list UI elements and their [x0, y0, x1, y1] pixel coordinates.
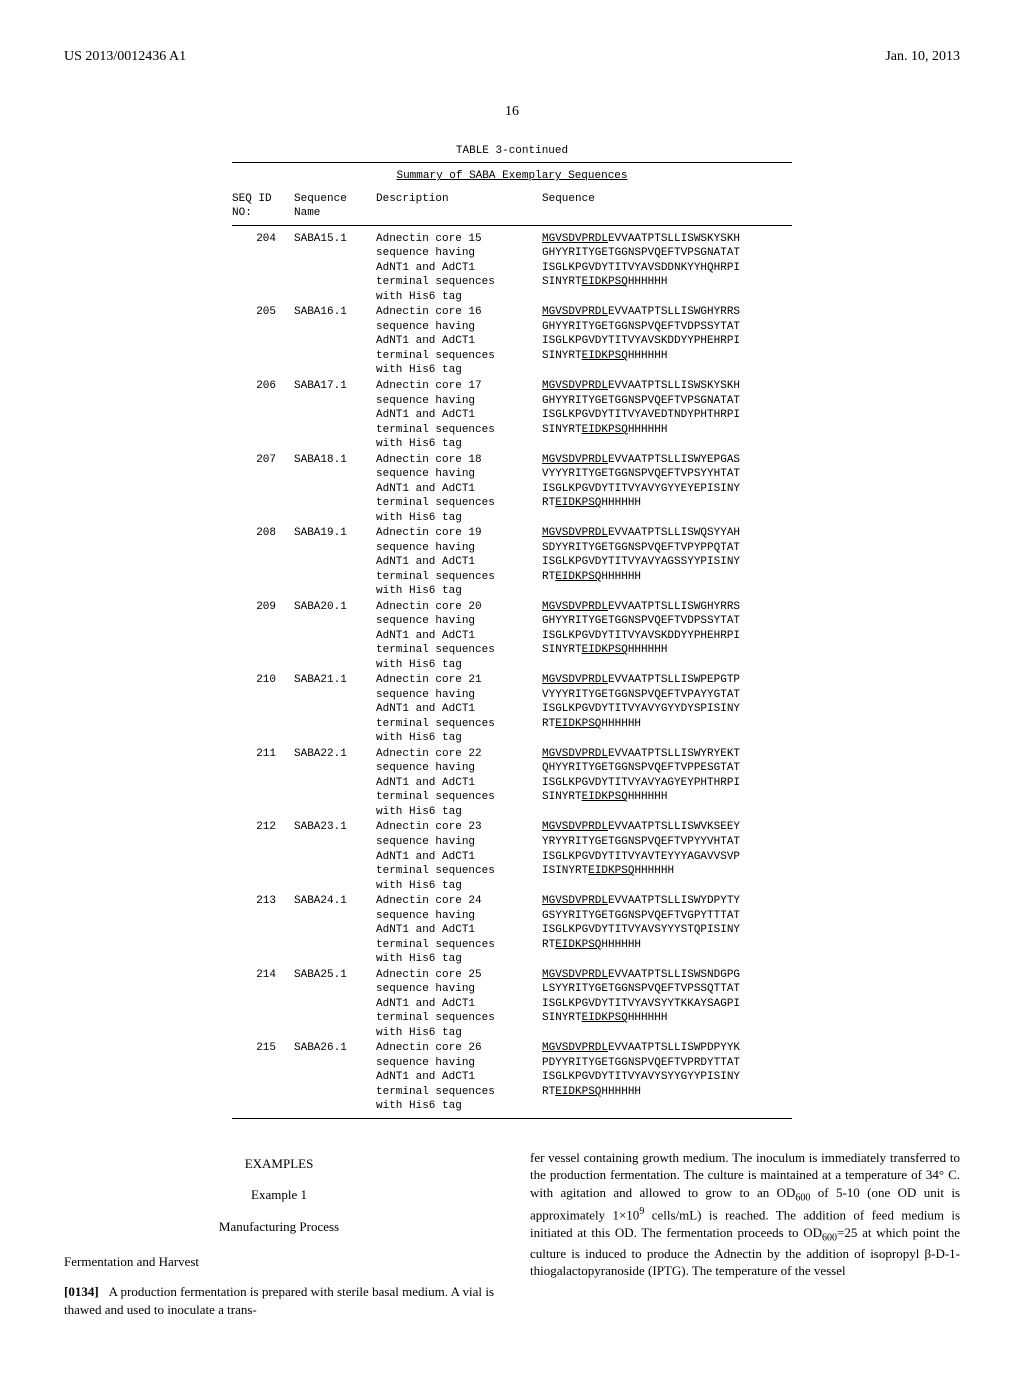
pub-number: US 2013/0012436 A1: [64, 48, 186, 67]
cell-sequence: MGVSDVPRDLEVVAATPTSLLISWSNDGPGLSYYRITYGE…: [542, 968, 792, 1041]
table-row: 207SABA18.1Adnectin core 18sequence havi…: [232, 453, 792, 526]
paragraph-text-right: fer vessel containing growth medium. The…: [530, 1149, 960, 1280]
cell-seq-id: 208: [232, 526, 294, 599]
cell-seq-id: 207: [232, 453, 294, 526]
cell-seq-id: 213: [232, 894, 294, 967]
cell-sequence: MGVSDVPRDLEVVAATPTSLLISWYDPYTYGSYYRITYGE…: [542, 894, 792, 967]
cell-sequence: MGVSDVPRDLEVVAATPTSLLISWVKSEEYYRYYRITYGE…: [542, 820, 792, 893]
paragraph-text-left: A production fermentation is prepared wi…: [64, 1284, 494, 1317]
cell-description: Adnectin core 19sequence havingAdNT1 and…: [376, 526, 542, 599]
header-seq-id: SEQ IDNO:: [232, 192, 294, 221]
cell-sequence: MGVSDVPRDLEVVAATPTSLLISWYEPGASVYYYRITYGE…: [542, 453, 792, 526]
cell-seq-id: 215: [232, 1041, 294, 1114]
right-column: fer vessel containing growth medium. The…: [530, 1149, 960, 1318]
cell-description: Adnectin core 18sequence havingAdNT1 and…: [376, 453, 542, 526]
cell-description: Adnectin core 20sequence havingAdNT1 and…: [376, 600, 542, 673]
table-column-headers: SEQ IDNO: SequenceName Description Seque…: [232, 192, 792, 221]
cell-sequence-name: SABA23.1: [294, 820, 376, 893]
cell-sequence-name: SABA24.1: [294, 894, 376, 967]
cell-seq-id: 211: [232, 747, 294, 820]
cell-sequence-name: SABA18.1: [294, 453, 376, 526]
table-rule-bottom: [232, 1118, 792, 1119]
cell-sequence: MGVSDVPRDLEVVAATPTSLLISWGHYRRSGHYYRITYGE…: [542, 600, 792, 673]
cell-sequence: MGVSDVPRDLEVVAATPTSLLISWPEPGTPVYYYRITYGE…: [542, 673, 792, 746]
table-row: 211SABA22.1Adnectin core 22sequence havi…: [232, 747, 792, 820]
table-row: 215SABA26.1Adnectin core 26sequence havi…: [232, 1041, 792, 1114]
table-row: 214SABA25.1Adnectin core 25sequence havi…: [232, 968, 792, 1041]
table-rule-top: [232, 162, 792, 163]
table-row: 209SABA20.1Adnectin core 20sequence havi…: [232, 600, 792, 673]
left-column: EXAMPLES Example 1 Manufacturing Process…: [64, 1149, 494, 1318]
table-row: 206SABA17.1Adnectin core 17sequence havi…: [232, 379, 792, 452]
cell-sequence-name: SABA15.1: [294, 232, 376, 305]
cell-sequence-name: SABA21.1: [294, 673, 376, 746]
cell-description: Adnectin core 26sequence havingAdNT1 and…: [376, 1041, 542, 1114]
cell-sequence-name: SABA22.1: [294, 747, 376, 820]
cell-sequence: MGVSDVPRDLEVVAATPTSLLISWQSYYAHSDYYRITYGE…: [542, 526, 792, 599]
cell-sequence: MGVSDVPRDLEVVAATPTSLLISWSKYSKHGHYYRITYGE…: [542, 232, 792, 305]
header-sequence: Sequence: [542, 192, 792, 221]
table-subtitle: Summary of SABA Exemplary Sequences: [232, 169, 792, 184]
table-row: 212SABA23.1Adnectin core 23sequence havi…: [232, 820, 792, 893]
table-row: 205SABA16.1Adnectin core 16sequence havi…: [232, 305, 792, 378]
sequence-table: TABLE 3-continued Summary of SABA Exempl…: [232, 144, 792, 1119]
cell-sequence-name: SABA17.1: [294, 379, 376, 452]
table-row: 213SABA24.1Adnectin core 24sequence havi…: [232, 894, 792, 967]
subscript-600-b: 600: [822, 1232, 837, 1243]
cell-sequence-name: SABA25.1: [294, 968, 376, 1041]
header-description: Description: [376, 192, 542, 221]
cell-description: Adnectin core 23sequence havingAdNT1 and…: [376, 820, 542, 893]
cell-sequence-name: SABA16.1: [294, 305, 376, 378]
cell-sequence: MGVSDVPRDLEVVAATPTSLLISWPDPYYKPDYYRITYGE…: [542, 1041, 792, 1114]
cell-seq-id: 204: [232, 232, 294, 305]
cell-sequence-name: SABA26.1: [294, 1041, 376, 1114]
cell-seq-id: 210: [232, 673, 294, 746]
example-title: Manufacturing Process: [64, 1218, 494, 1236]
cell-seq-id: 206: [232, 379, 294, 452]
examples-heading: EXAMPLES: [64, 1155, 494, 1173]
cell-seq-id: 209: [232, 600, 294, 673]
paragraph-0134: [0134] A production fermentation is prep…: [64, 1283, 494, 1318]
cell-seq-id: 205: [232, 305, 294, 378]
cell-description: Adnectin core 17sequence havingAdNT1 and…: [376, 379, 542, 452]
table-row: 208SABA19.1Adnectin core 19sequence havi…: [232, 526, 792, 599]
cell-sequence: MGVSDVPRDLEVVAATPTSLLISWSKYSKHGHYYRITYGE…: [542, 379, 792, 452]
cell-seq-id: 214: [232, 968, 294, 1041]
cell-description: Adnectin core 21sequence havingAdNT1 and…: [376, 673, 542, 746]
cell-description: Adnectin core 24sequence havingAdNT1 and…: [376, 894, 542, 967]
table-title: TABLE 3-continued: [232, 144, 792, 159]
page-number: 16: [64, 103, 960, 122]
header-sequence-name: SequenceName: [294, 192, 376, 221]
cell-seq-id: 212: [232, 820, 294, 893]
cell-description: Adnectin core 22sequence havingAdNT1 and…: [376, 747, 542, 820]
table-rule-header: [232, 225, 792, 226]
cell-sequence-name: SABA19.1: [294, 526, 376, 599]
cell-sequence: MGVSDVPRDLEVVAATPTSLLISWGHYRRSGHYYRITYGE…: [542, 305, 792, 378]
subscript-600-a: 600: [795, 1192, 810, 1203]
table-row: 204SABA15.1Adnectin core 15sequence havi…: [232, 232, 792, 305]
pub-date: Jan. 10, 2013: [885, 48, 960, 67]
cell-description: Adnectin core 15sequence havingAdNT1 and…: [376, 232, 542, 305]
paragraph-number: [0134]: [64, 1284, 99, 1299]
subheading: Fermentation and Harvest: [64, 1253, 494, 1271]
cell-sequence: MGVSDVPRDLEVVAATPTSLLISWYRYEKTQHYYRITYGE…: [542, 747, 792, 820]
cell-description: Adnectin core 25sequence havingAdNT1 and…: [376, 968, 542, 1041]
cell-sequence-name: SABA20.1: [294, 600, 376, 673]
cell-description: Adnectin core 16sequence havingAdNT1 and…: [376, 305, 542, 378]
table-row: 210SABA21.1Adnectin core 21sequence havi…: [232, 673, 792, 746]
example-number: Example 1: [64, 1186, 494, 1204]
